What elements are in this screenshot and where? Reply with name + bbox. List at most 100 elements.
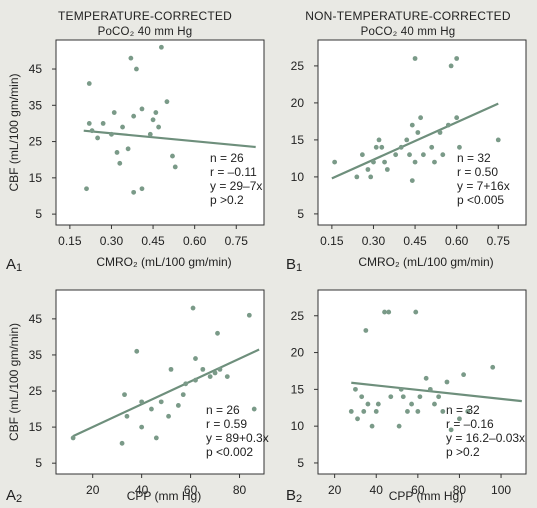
data-point (429, 144, 435, 150)
data-point (175, 403, 181, 408)
data-point (131, 189, 137, 195)
regression-line (331, 102, 499, 180)
stats-line: r = 0.50 (457, 165, 498, 179)
stats-line: r = 0.59 (206, 417, 247, 431)
data-point (117, 160, 123, 166)
data-point (393, 152, 399, 158)
data-point (363, 328, 369, 333)
x-tick-label: 40 (135, 483, 149, 497)
x-tick-label: 20 (86, 483, 100, 497)
data-point (445, 122, 451, 128)
y-tick-label: 15 (291, 133, 305, 147)
right-column-subtitle: PoCO₂ 40 mm Hg (360, 26, 456, 38)
data-point (170, 153, 175, 159)
data-point (376, 137, 382, 143)
data-point (427, 386, 433, 392)
data-point (353, 386, 358, 392)
x-tick-label: 0.30 (362, 234, 386, 248)
data-point (200, 366, 206, 372)
data-point (436, 394, 442, 400)
data-point (448, 427, 454, 433)
data-point (212, 370, 218, 376)
data-point (412, 159, 418, 165)
data-point (153, 110, 159, 115)
data-point (398, 386, 404, 392)
data-point (128, 55, 134, 61)
y-axis-label: CBF (mL/100 gm/min) (7, 323, 21, 441)
data-point (386, 309, 392, 315)
stats-line: y = 89+0.3x (206, 431, 269, 445)
stats-line: r = –0.16 (446, 417, 494, 431)
left-column-header: TEMPERATURE-CORRECTED PoCO₂ 40 mm Hg (20, 9, 270, 39)
data-point (371, 159, 376, 165)
x-tick-label: 20 (328, 483, 342, 497)
data-point (111, 110, 117, 115)
data-point (440, 152, 446, 158)
stats-line: y = 29–7x (210, 179, 262, 193)
x-tick-label: 60 (184, 483, 198, 497)
y-tick-label: 5 (297, 456, 304, 470)
panel-label: A1 (6, 256, 22, 274)
x-tick-label: 80 (233, 483, 247, 497)
data-point (404, 137, 410, 143)
data-point (139, 106, 145, 112)
x-tick-label: 0.60 (183, 234, 207, 248)
y-tick-label: 20 (291, 346, 305, 360)
data-point (120, 124, 125, 130)
stats-line: n = 26 (206, 403, 240, 417)
data-point (369, 423, 375, 429)
x-tick-label: 0.15 (58, 234, 82, 248)
data-point (495, 137, 501, 143)
data-point (405, 409, 410, 414)
stats-line: r = –0.11 (210, 165, 257, 179)
x-tick-label: 40 (370, 483, 384, 497)
x-tick-label: 0.75 (225, 234, 249, 248)
chart-panel-b1: 5 10 15 20 25 0.15 0.30 0.45 0.60 0.75 n = 32r = 0… (286, 39, 527, 274)
data-point (150, 117, 156, 123)
data-point (89, 128, 95, 134)
data-point (168, 366, 174, 372)
data-point (361, 409, 367, 414)
data-point (355, 416, 360, 422)
stats-line: y = 7+16x (457, 179, 510, 193)
x-tick-label: 0.45 (403, 234, 427, 248)
data-point (490, 364, 496, 370)
data-point (193, 356, 198, 361)
y-tick-label: 15 (29, 171, 43, 185)
x-tick-label: 0.15 (320, 234, 344, 248)
stats-line: n = 32 (446, 403, 480, 417)
plot-area (317, 289, 527, 475)
x-axis-label: CMRO₂ (mL/100 gm/min) (358, 255, 493, 269)
x-tick-label: 80 (453, 483, 467, 497)
x-axis-label: CPP (mm Hg) (389, 489, 463, 503)
data-point (413, 309, 419, 315)
stats-line: p >0.2 (210, 193, 244, 207)
stats-line: p <0.002 (206, 445, 253, 459)
data-point (465, 409, 471, 414)
y-tick-label: 45 (29, 312, 43, 326)
panel-label: A2 (6, 487, 22, 505)
y-tick-label: 10 (291, 170, 305, 184)
data-point (125, 146, 131, 152)
data-point (153, 435, 159, 441)
data-point (156, 124, 162, 130)
data-point (100, 121, 106, 126)
data-point (84, 186, 89, 192)
panel-number: 1 (16, 262, 22, 274)
stats-line: p <0.005 (457, 193, 504, 207)
data-point (109, 131, 114, 137)
data-point (354, 174, 360, 180)
y-tick-label: 25 (291, 59, 305, 73)
plot-area (317, 39, 527, 226)
data-point (224, 374, 230, 379)
data-point (365, 401, 371, 407)
data-point (448, 63, 454, 69)
data-point (95, 135, 100, 141)
data-point (457, 144, 462, 150)
x-tick-label: 0.60 (445, 234, 469, 248)
chart-panel-a2: 5 15 25 35 45 20 40 60 80 n = 26r = 0.59y = 89+0.… (6, 289, 269, 505)
y-tick-label: 25 (291, 309, 305, 323)
x-tick-label: 0.30 (100, 234, 124, 248)
